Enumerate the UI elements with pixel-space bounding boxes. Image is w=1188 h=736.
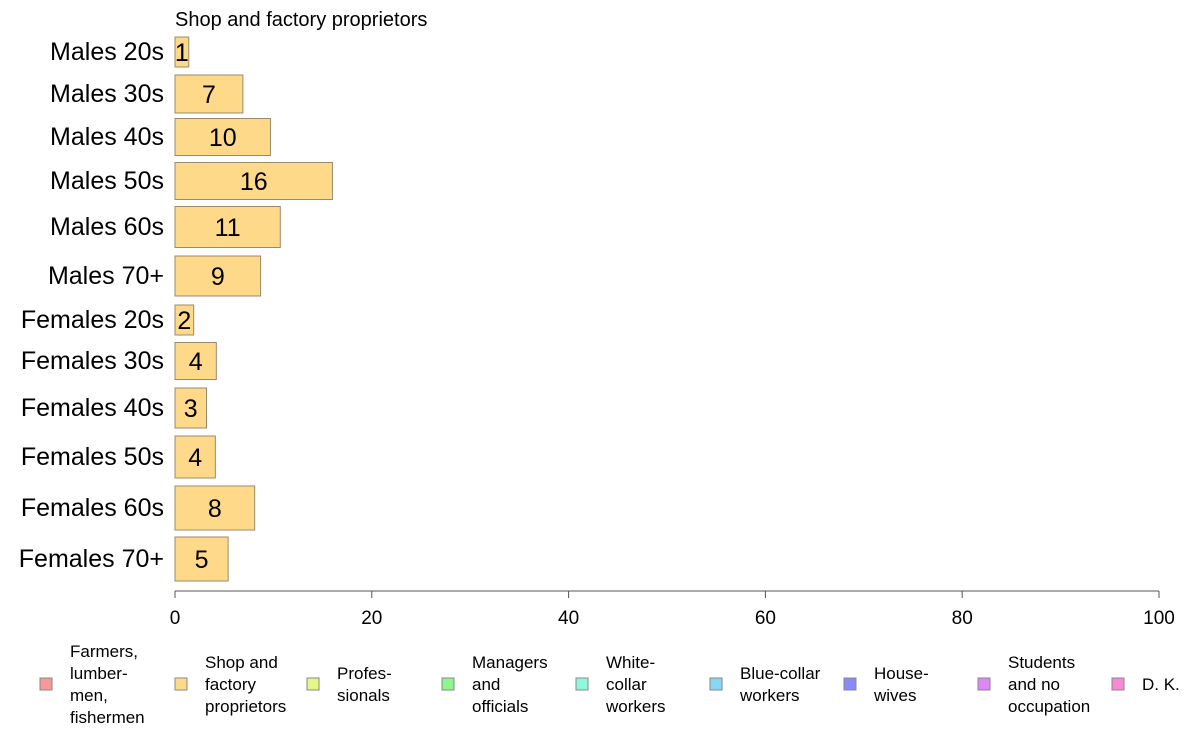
legend-item: Blue-collar workers <box>709 664 821 705</box>
bar <box>174 485 256 531</box>
legend-swatch <box>174 677 188 691</box>
legend-item: White-collar workers <box>575 653 666 716</box>
legend-item: D. K. <box>1111 675 1180 694</box>
legend-swatch <box>977 677 991 691</box>
category-label: Males 20s <box>50 38 164 66</box>
legend-label: Farmers, lumber-men, fishermen <box>70 642 145 727</box>
x-tick-label: 0 <box>170 608 181 629</box>
bar <box>174 118 271 156</box>
legend-label: Students and no occupation <box>1008 653 1090 716</box>
x-tick-label: 40 <box>558 608 579 629</box>
legend-item: Shop and factory proprietors <box>174 653 286 716</box>
bar-value-label: 9 <box>211 263 225 291</box>
bar-value-label: 2 <box>177 307 191 335</box>
bars: Males 20s 1 Males 30s 7 Males 40s 10 Males 50s… <box>19 36 333 582</box>
x-axis: 0 20 40 60 80 100 <box>170 590 1175 629</box>
legend-item: Profes-sionals <box>306 664 392 705</box>
legend-item: Students and no occupation <box>977 653 1090 716</box>
bar-value-label: 10 <box>209 124 237 152</box>
category-label: Males 50s <box>50 167 164 195</box>
bar-value-label: 5 <box>195 546 209 574</box>
bar <box>174 342 217 380</box>
bar <box>174 387 207 429</box>
bar <box>174 304 195 336</box>
legend-label: Blue-collar workers <box>739 664 821 705</box>
category-label: Females 30s <box>21 347 164 375</box>
legend-swatch <box>843 677 857 691</box>
x-tick-label: 100 <box>1143 608 1175 629</box>
category-label: Males 60s <box>50 213 164 241</box>
legend-label: Managers and officials <box>472 653 548 716</box>
legend-label: D. K. <box>1142 675 1180 694</box>
category-label: Males 30s <box>50 80 164 108</box>
bar-value-label: 1 <box>175 39 189 67</box>
bar-value-label: 3 <box>184 395 198 423</box>
legend-swatch <box>1111 677 1125 691</box>
legend-item: Farmers, lumber-men, fishermen <box>39 642 145 727</box>
legend-swatch <box>39 677 53 691</box>
legend-label: White-collar workers <box>605 653 666 716</box>
bar <box>174 74 244 114</box>
x-tick-label: 80 <box>952 608 973 629</box>
legend-label: House-wives <box>873 664 929 705</box>
bar-value-label: 4 <box>188 444 202 472</box>
category-label: Females 50s <box>21 443 164 471</box>
legend-swatch <box>709 677 723 691</box>
legend-swatch <box>306 677 320 691</box>
category-label: Females 70+ <box>19 545 164 573</box>
bar <box>174 162 333 200</box>
bar-value-label: 16 <box>240 168 268 196</box>
category-label: Males 70+ <box>48 262 164 290</box>
legend-item: Managers and officials <box>441 653 548 716</box>
x-tick-label: 20 <box>361 608 382 629</box>
bar-value-label: 7 <box>202 81 216 109</box>
legend-label: Shop and factory proprietors <box>205 653 286 716</box>
legend: Farmers, lumber-men, fishermen Shop and fact… <box>39 642 1180 727</box>
chart-title: Shop and factory proprietors <box>175 9 427 31</box>
category-label: Males 40s <box>50 123 164 151</box>
bar <box>174 435 216 479</box>
category-label: Females 20s <box>21 306 164 334</box>
x-tick-label: 60 <box>755 608 776 629</box>
bar <box>174 255 262 297</box>
bar-value-label: 11 <box>215 214 241 242</box>
category-label: Females 60s <box>21 494 164 522</box>
bar-value-label: 8 <box>208 495 222 523</box>
legend-swatch <box>441 677 455 691</box>
legend-item: House-wives <box>843 664 929 705</box>
bar-value-label: 4 <box>189 348 203 376</box>
bar <box>174 536 229 582</box>
category-label: Females 40s <box>21 394 164 422</box>
bar <box>174 36 190 68</box>
legend-swatch <box>575 677 589 691</box>
bar <box>174 206 281 248</box>
legend-label: Profes-sionals <box>337 664 392 705</box>
